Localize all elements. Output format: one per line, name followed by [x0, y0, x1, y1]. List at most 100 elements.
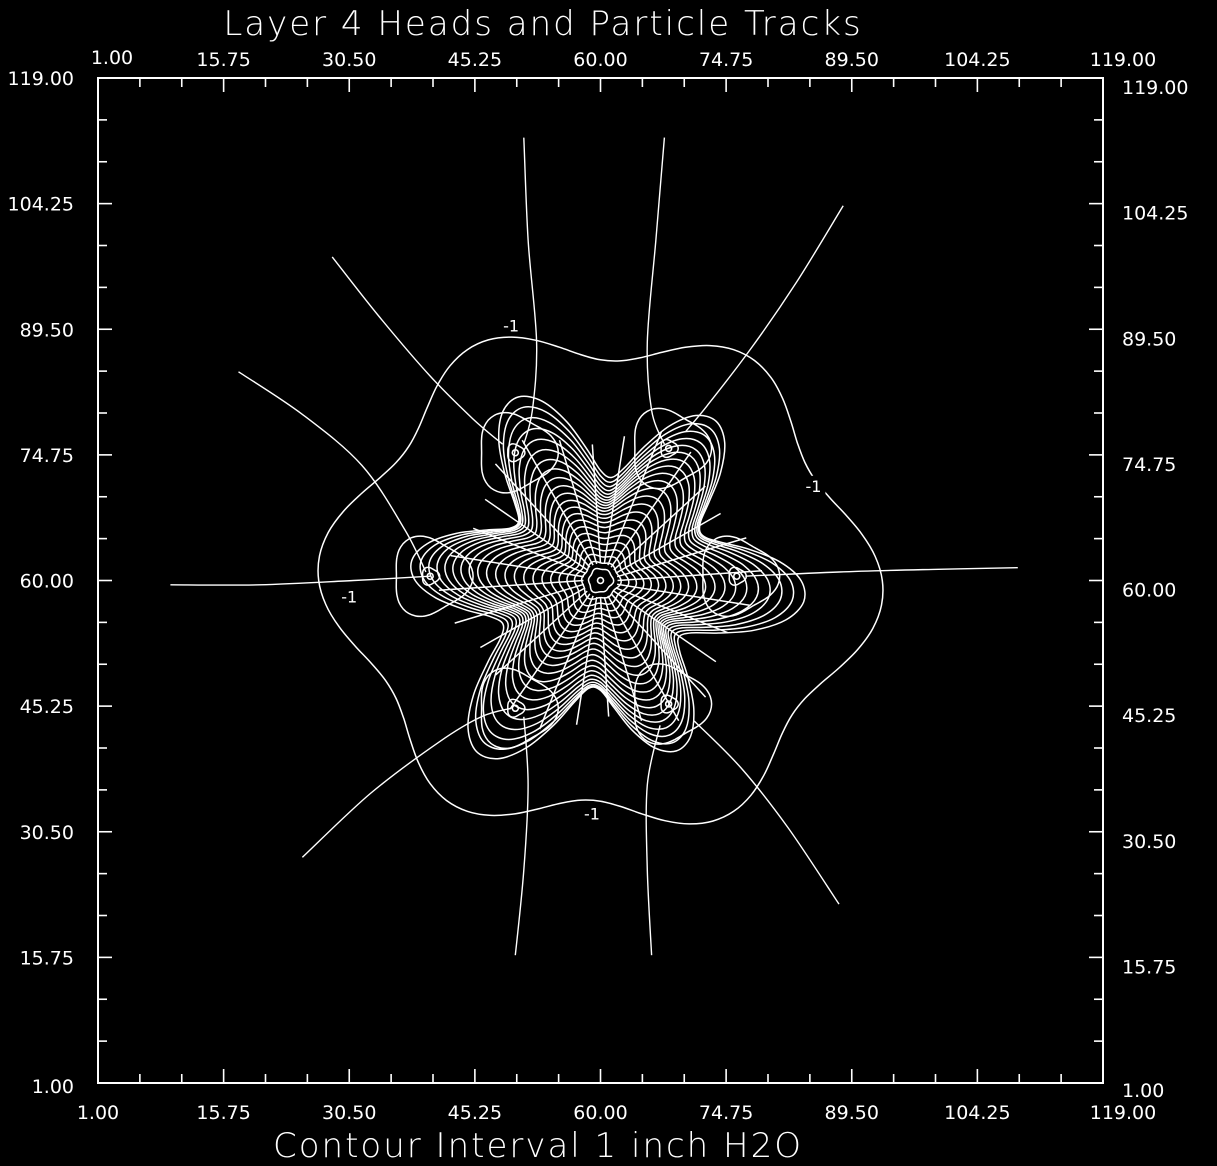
particle-track: [170, 575, 431, 586]
flow-line: [494, 463, 591, 568]
flow-line: [607, 595, 680, 722]
flow-line: [615, 512, 721, 574]
contour-outer: [317, 336, 884, 825]
particle-track: [693, 720, 840, 905]
x-tick-label-top: 15.75: [196, 49, 250, 71]
particle-track: [331, 256, 504, 445]
contour-well: [702, 535, 781, 618]
y-tick-label-right: 45.25: [1122, 705, 1176, 727]
contour-inner: [549, 532, 653, 627]
x-tick-label-top: 1.00: [91, 47, 133, 69]
y-tick-label-right: 74.75: [1122, 454, 1176, 476]
x-tick-label-bottom: 30.50: [322, 1102, 376, 1124]
flow-line: [472, 527, 586, 574]
flow-line: [610, 451, 692, 568]
x-tick-label-top: 30.50: [322, 49, 376, 71]
flow-line: [575, 596, 598, 725]
contour-labels: -1 -1 -1 -1: [339, 315, 826, 824]
well-sink-marker: [732, 572, 741, 581]
y-tick-label-left: 45.25: [20, 696, 74, 718]
flow-line: [480, 587, 586, 649]
contour-inner: [410, 395, 806, 760]
y-tick-label-left: 60.00: [20, 571, 74, 593]
contour-inner: [541, 525, 660, 634]
contour-inner: [477, 472, 716, 693]
contour-label: -1: [341, 588, 357, 607]
contour-well: [395, 535, 474, 618]
flow-line: [538, 595, 594, 730]
y-tick-label-right: 30.50: [1122, 831, 1176, 853]
head-contours: [317, 336, 884, 825]
x-tick-label-bottom: 45.25: [448, 1102, 502, 1124]
y-tick-label-left: 74.75: [20, 445, 74, 467]
particle-track: [514, 716, 529, 956]
well-sink-marker: [596, 576, 605, 585]
well-sink-marker: [664, 444, 673, 453]
contour-inner: [566, 546, 638, 614]
contour-label: -1: [503, 317, 519, 336]
contour-label-bg: [339, 586, 362, 605]
x-tick-label-bottom: 15.75: [196, 1102, 250, 1124]
axis-ticks: [98, 78, 1103, 1083]
contour-well: [480, 667, 560, 750]
contour-well: [480, 411, 560, 494]
y-tick-label-right: 60.00: [1122, 580, 1176, 602]
flow-line: [509, 593, 591, 710]
x-tick-label-top: 119.00: [1090, 49, 1156, 71]
contour-inner: [419, 406, 795, 751]
contour-label-bg: [501, 315, 524, 334]
y-tick-label-right: 104.25: [1122, 203, 1188, 225]
x-axis-label: Contour Interval 1 inch H2O: [273, 1126, 803, 1166]
contour-inner: [558, 539, 645, 620]
contour-well: [634, 663, 713, 745]
x-tick-label-top: 45.25: [448, 49, 502, 71]
x-tick-label-top: 104.25: [944, 49, 1010, 71]
x-tick-label-bottom: 119.00: [1090, 1102, 1156, 1124]
particle-track: [238, 371, 427, 573]
contour-inner: [523, 511, 675, 650]
flow-line: [610, 593, 707, 698]
well-sink-marker: [511, 448, 520, 457]
particle-track: [745, 567, 1018, 577]
flow-line: [450, 554, 585, 578]
contour-inner: [436, 427, 771, 731]
flow-line: [613, 590, 717, 663]
y-tick-label-right: 1.00: [1122, 1080, 1164, 1102]
flow-line: [615, 587, 729, 634]
flow-line: [521, 439, 594, 566]
x-tick-label-bottom: 74.75: [699, 1102, 753, 1124]
contour-well: [660, 438, 679, 459]
contour-inner: [513, 503, 682, 659]
particle-track: [645, 725, 661, 956]
flow-line: [617, 570, 763, 582]
y-tick-label-left: 15.75: [20, 947, 74, 969]
x-tick-label-bottom: 104.25: [944, 1102, 1010, 1124]
x-tick-label-top: 74.75: [699, 49, 753, 71]
contour-inner: [587, 567, 615, 594]
flow-line: [599, 597, 610, 717]
x-tick-label-bottom: 60.00: [573, 1102, 627, 1124]
particle-track: [646, 137, 666, 445]
y-tick-label-left: 89.50: [20, 319, 74, 341]
contour-well: [728, 566, 748, 586]
contour-well: [507, 443, 526, 463]
contour-label: -1: [584, 805, 600, 824]
contour-inner: [532, 519, 667, 642]
contour-label-bg: [803, 475, 826, 494]
well-sinks: [426, 444, 741, 713]
chart-title: Layer 4 Heads and Particle Tracks: [223, 4, 862, 44]
y-tick-label-left: 104.25: [8, 194, 74, 216]
y-tick-label-right: 15.75: [1122, 956, 1176, 978]
flow-line: [616, 583, 751, 607]
contour-inner: [504, 495, 690, 668]
flow-line: [484, 498, 588, 571]
well-sink-marker: [511, 704, 520, 713]
particle-track: [523, 137, 538, 445]
flow-line: [454, 583, 585, 624]
x-tick-label-top: 89.50: [825, 49, 879, 71]
particle-track: [301, 707, 512, 858]
x-tick-label-top: 60.00: [573, 49, 627, 71]
y-tick-label-left: 30.50: [20, 822, 74, 844]
